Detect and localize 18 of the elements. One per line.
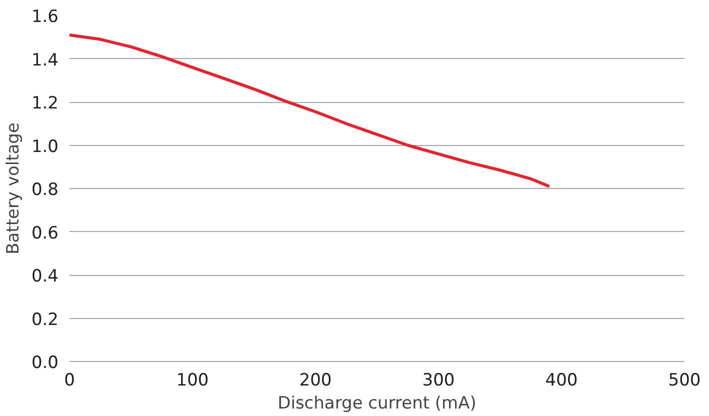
y-tick-label: 1.2: [31, 94, 59, 114]
y-tick-label: 0.6: [31, 223, 59, 244]
x-tick-label: 0: [64, 370, 75, 390]
y-tick-label: 0.8: [31, 180, 59, 200]
y-tick-label: 1.0: [31, 136, 59, 157]
x-tick-label: 200: [299, 370, 332, 390]
x-tick-label: 100: [176, 370, 209, 390]
y-tick-label: 0.2: [31, 310, 59, 330]
y-tick-label: 1.6: [31, 7, 59, 27]
x-tick-label: 500: [668, 370, 701, 390]
y-axis-title: Battery voltage: [3, 122, 24, 254]
y-tick-label: 0.4: [31, 266, 59, 286]
line-series: [70, 33, 551, 188]
x-axis-title: Discharge current (mA): [278, 394, 476, 414]
y-tick-label: 1.4: [31, 50, 59, 70]
x-tick-label: 300: [422, 370, 455, 390]
x-tick-label: 400: [545, 370, 578, 390]
y-tick-label: 0.0: [31, 353, 59, 373]
